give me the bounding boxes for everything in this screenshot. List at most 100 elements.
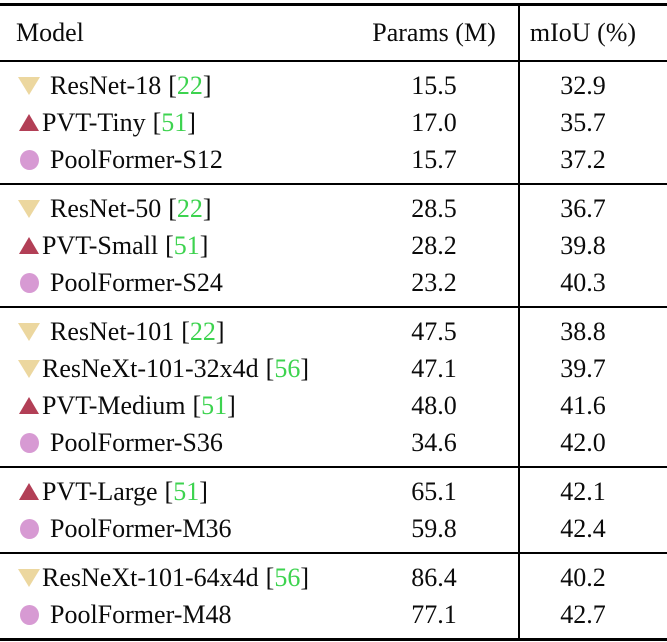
triangle-up-icon xyxy=(16,394,42,418)
model-name: ResNet-101 xyxy=(50,317,175,346)
model-name: PVT-Small xyxy=(42,231,159,260)
model-name: PoolFormer-S36 xyxy=(50,428,223,457)
citation-open-bracket: [ xyxy=(152,108,162,137)
params-value: 65.1 xyxy=(411,477,457,506)
miou-value: 40.3 xyxy=(560,268,606,297)
citation-number: 51 xyxy=(201,391,228,420)
citation-close-bracket: ] xyxy=(227,391,236,420)
model-name: PVT-Tiny xyxy=(42,108,146,137)
model-name: PVT-Medium xyxy=(42,391,186,420)
miou-value: 32.9 xyxy=(560,71,606,100)
table-row: ResNet-101 [22] 47.5 38.8 xyxy=(0,313,667,350)
params-value: 86.4 xyxy=(411,563,457,592)
citation-link[interactable]: [51] xyxy=(153,104,196,141)
table-row: PVT-Small [51] 28.2 39.8 xyxy=(0,227,667,264)
table-row: PoolFormer-S24 23.2 40.3 xyxy=(0,264,667,301)
params-value: 77.1 xyxy=(411,600,457,629)
params-value: 17.0 xyxy=(411,108,457,137)
triangle-down-icon xyxy=(16,357,42,381)
triangle-up-icon xyxy=(16,480,42,504)
model-name: ResNeXt-101-64x4d xyxy=(42,563,259,592)
citation-link[interactable]: [51] xyxy=(165,473,208,510)
model-name: PoolFormer-S12 xyxy=(50,145,223,174)
miou-value: 42.7 xyxy=(560,600,606,629)
column-header-model: Model xyxy=(0,6,349,60)
triangle-up-icon xyxy=(16,234,42,258)
model-name: PoolFormer-S24 xyxy=(50,268,223,297)
citation-link[interactable]: [51] xyxy=(193,387,236,424)
params-value: 34.6 xyxy=(411,428,457,457)
header-rule xyxy=(0,60,667,62)
citation-open-bracket: [ xyxy=(164,477,174,506)
citation-link[interactable]: [22] xyxy=(168,190,211,227)
citation-link[interactable]: [56] xyxy=(266,559,309,596)
model-cell: ResNeXt-101-32x4d [56] xyxy=(0,350,349,387)
table-row: PVT-Large [51] 65.1 42.1 xyxy=(0,473,667,510)
citation-link[interactable]: [22] xyxy=(168,67,211,104)
table-row: PoolFormer-M48 77.1 42.7 xyxy=(0,596,667,633)
citation-number: 51 xyxy=(173,231,200,260)
row-group: PVT-Large [51] 65.1 42.1 PoolFormer-M36 … xyxy=(0,468,667,552)
citation-number: 51 xyxy=(173,477,200,506)
table-header: Model Params (M) mIoU (%) xyxy=(0,6,667,60)
params-value: 28.5 xyxy=(411,194,457,223)
model-cell: ResNet-50 [22] xyxy=(0,190,349,227)
model-name: ResNet-50 xyxy=(50,194,162,223)
circle-icon xyxy=(16,603,42,627)
group-separator-rule xyxy=(0,552,667,554)
citation-open-bracket: [ xyxy=(265,563,275,592)
params-value: 28.2 xyxy=(411,231,457,260)
circle-icon xyxy=(16,517,42,541)
citation-link[interactable]: [51] xyxy=(165,227,208,264)
row-group: ResNet-18 [22] 15.5 32.9 PVT-Tiny [51] 1… xyxy=(0,62,667,183)
citation-number: 22 xyxy=(176,194,203,223)
table-row: ResNeXt-101-64x4d [56] 86.4 40.2 xyxy=(0,559,667,596)
citation-link[interactable]: [56] xyxy=(266,350,309,387)
params-value: 15.7 xyxy=(411,145,457,174)
model-name: ResNet-18 xyxy=(50,71,162,100)
triangle-down-icon xyxy=(16,197,42,221)
group-separator-rule xyxy=(0,306,667,308)
triangle-down-icon xyxy=(16,320,42,344)
citation-number: 22 xyxy=(189,317,216,346)
triangle-up-icon xyxy=(16,111,42,135)
circle-icon xyxy=(16,431,42,455)
miou-value: 38.8 xyxy=(560,317,606,346)
triangle-down-icon xyxy=(16,566,42,590)
column-header-model-label: Model xyxy=(16,18,84,47)
params-value: 47.1 xyxy=(411,354,457,383)
miou-value: 35.7 xyxy=(560,108,606,137)
column-header-params: Params (M) xyxy=(372,18,496,47)
citation-link[interactable]: [22] xyxy=(181,313,224,350)
citation-close-bracket: ] xyxy=(187,108,196,137)
params-value: 47.5 xyxy=(411,317,457,346)
miou-value: 40.2 xyxy=(560,563,606,592)
citation-number: 56 xyxy=(274,354,301,383)
miou-value: 42.0 xyxy=(560,428,606,457)
citation-close-bracket: ] xyxy=(300,563,309,592)
miou-value: 42.4 xyxy=(560,514,606,543)
model-name: PVT-Large xyxy=(42,477,158,506)
model-cell: ResNet-101 [22] xyxy=(0,313,349,350)
triangle-down-icon xyxy=(16,74,42,98)
table-row: PoolFormer-S36 34.6 42.0 xyxy=(0,424,667,461)
model-name: PoolFormer-M36 xyxy=(50,514,232,543)
row-group: ResNet-50 [22] 28.5 36.7 PVT-Small [51] … xyxy=(0,185,667,306)
model-cell: PVT-Medium [51] xyxy=(0,387,349,424)
citation-close-bracket: ] xyxy=(199,477,208,506)
params-value: 48.0 xyxy=(411,391,457,420)
citation-close-bracket: ] xyxy=(300,354,309,383)
model-cell: PoolFormer-M48 xyxy=(0,596,349,633)
citation-close-bracket: ] xyxy=(199,231,209,260)
citation-close-bracket: ] xyxy=(202,71,212,100)
table-row: PoolFormer-S12 15.7 37.2 xyxy=(0,141,667,178)
miou-value: 42.1 xyxy=(560,477,606,506)
table-row: ResNet-50 [22] 28.5 36.7 xyxy=(0,190,667,227)
params-value: 15.5 xyxy=(411,71,457,100)
params-value: 23.2 xyxy=(411,268,457,297)
params-value: 59.8 xyxy=(411,514,457,543)
citation-open-bracket: [ xyxy=(165,231,174,260)
model-cell: PVT-Tiny [51] xyxy=(0,104,349,141)
citation-close-bracket: ] xyxy=(215,317,225,346)
